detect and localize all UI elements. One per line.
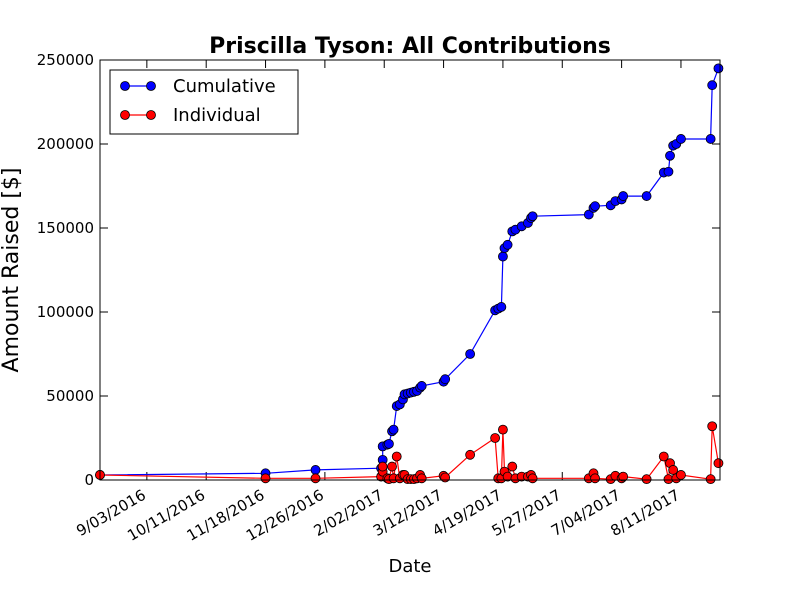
legend-label-cumulative: Cumulative	[173, 76, 276, 97]
legend-label-individual: Individual	[173, 105, 261, 126]
data-point-individual	[705, 474, 716, 485]
data-point-cumulative	[663, 166, 674, 177]
x-axis-label: Date	[388, 556, 431, 577]
data-point-cumulative	[498, 251, 508, 262]
data-point-cumulative	[618, 191, 629, 201]
data-point-individual	[668, 465, 679, 475]
legend-swatch-marker-cumulative	[120, 81, 130, 91]
data-point-individual	[465, 449, 476, 460]
y-tick-label: 150000	[37, 219, 94, 237]
data-point-individual	[713, 458, 724, 469]
data-point-individual	[387, 461, 397, 472]
y-tick-label: 50000	[46, 387, 94, 405]
data-point-cumulative	[590, 201, 600, 212]
data-point-individual	[590, 473, 600, 484]
data-point-cumulative	[641, 191, 652, 201]
legend-box	[109, 69, 299, 135]
data-point-individual	[416, 473, 427, 484]
data-point-cumulative	[440, 374, 451, 385]
y-tick-label: 100000	[37, 303, 94, 321]
data-point-cumulative	[665, 150, 675, 161]
data-point-individual	[507, 461, 518, 472]
data-point-individual	[618, 471, 629, 482]
data-point-individual	[440, 472, 451, 483]
data-point-individual	[641, 474, 652, 485]
data-point-individual	[658, 451, 669, 462]
data-point-cumulative	[384, 438, 394, 449]
data-point-cumulative	[707, 80, 718, 91]
legend-swatch-marker-individual	[146, 110, 156, 120]
data-point-cumulative	[496, 302, 507, 312]
legend: Cumulative Individual	[109, 69, 299, 135]
data-point-individual	[498, 424, 508, 435]
data-point-individual	[676, 470, 686, 480]
plot-frame	[99, 59, 721, 481]
data-point-cumulative	[310, 465, 321, 475]
y-tick-label: 0	[84, 471, 94, 489]
data-point-cumulative	[527, 211, 538, 222]
data-point-cumulative	[388, 424, 399, 435]
legend-swatch-marker-individual	[120, 110, 130, 120]
data-point-cumulative	[502, 239, 513, 250]
series-layer	[95, 63, 724, 485]
data-point-cumulative	[416, 381, 427, 391]
data-point-cumulative	[713, 63, 724, 74]
data-point-individual	[377, 461, 388, 472]
data-point-individual	[310, 473, 321, 484]
data-point-cumulative	[676, 134, 686, 144]
y-tick-label: 250000	[37, 51, 94, 69]
series-line-individual	[99, 426, 719, 481]
data-point-cumulative	[583, 209, 594, 220]
data-point-individual	[707, 421, 718, 432]
data-point-cumulative	[465, 349, 476, 359]
data-point-individual	[391, 451, 402, 462]
data-point-cumulative	[705, 134, 716, 144]
y-tick-label: 200000	[37, 135, 94, 153]
data-point-individual	[490, 433, 501, 443]
data-point-individual	[260, 473, 271, 484]
legend-swatch-marker-cumulative	[146, 81, 156, 91]
data-point-individual	[527, 473, 538, 484]
y-axis-label: Amount Raised [$]	[0, 168, 24, 373]
chart-title: Priscilla Tyson: All Contributions	[209, 34, 611, 59]
